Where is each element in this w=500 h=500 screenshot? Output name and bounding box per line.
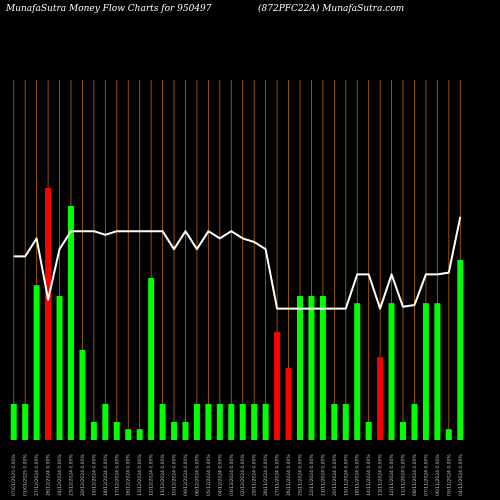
bar — [296, 296, 303, 440]
bar — [388, 303, 395, 440]
x-tick-label: 19/11/2024 0.00% — [343, 454, 349, 496]
bar — [377, 357, 384, 440]
x-tick-label: 13/11/2024 0.00% — [378, 454, 384, 496]
bar — [182, 422, 189, 440]
x-tick-label: 18/12/2024 0.00% — [103, 454, 109, 496]
bar — [228, 404, 235, 440]
bar — [411, 404, 418, 440]
x-tick-label: 04/12/2024 0.00% — [217, 454, 223, 496]
bar — [45, 188, 52, 440]
x-tick-label: 17/12/2024 0.00% — [114, 454, 120, 496]
bar — [342, 404, 349, 440]
bar — [434, 303, 441, 440]
x-tick-label: 26/11/2024 0.00% — [286, 454, 292, 496]
bar — [400, 422, 407, 440]
x-tick-label: 24/12/2024 0.00% — [57, 454, 63, 496]
bar — [90, 422, 97, 440]
x-tick-label: 20/11/2024 0.00% — [332, 454, 338, 496]
x-tick-label: 11/12/2024 0.00% — [160, 454, 166, 496]
x-tick-label: 05/11/2024 0.00% — [446, 454, 452, 496]
x-tick-label: 18/11/2024 0.00% — [355, 454, 361, 496]
x-tick-label: 03/12/2024 0.00% — [229, 454, 235, 496]
x-tick-label: 23/12/2024 0.00% — [68, 454, 74, 496]
x-tick-label: 07/11/2024 0.00% — [423, 454, 429, 496]
bar — [216, 404, 223, 440]
x-tick-label: 27/12/2024 0.00% — [34, 454, 40, 496]
x-tick-label: 27/11/2024 0.00% — [275, 454, 281, 496]
bar — [445, 429, 452, 440]
bar — [56, 296, 63, 440]
chart-subtitle: (872PFC22A) MunafaSutra.com — [258, 4, 405, 14]
x-tick-label: 06/11/2024 0.00% — [435, 454, 441, 496]
bar — [365, 422, 372, 440]
x-tick-label: 07/01/2025 0.00% — [11, 454, 17, 496]
bar — [67, 206, 74, 440]
x-tick-label: 12/12/2024 0.00% — [149, 454, 155, 496]
bar — [262, 404, 269, 440]
bar — [79, 350, 86, 440]
money-flow-line-layer — [13, 216, 462, 310]
bar — [22, 404, 29, 440]
bar — [251, 404, 258, 440]
bar — [308, 296, 315, 440]
bar — [239, 404, 246, 440]
bar — [102, 404, 109, 440]
x-tick-label: 12/11/2024 0.00% — [389, 454, 395, 496]
x-tick-label: 04/11/2024 0.00% — [458, 454, 464, 496]
money-flow-line — [13, 216, 462, 310]
x-tick-label: 02/12/2024 0.00% — [240, 454, 246, 496]
bar — [193, 404, 200, 440]
bar — [136, 429, 143, 440]
bar — [285, 368, 292, 440]
bar — [113, 422, 120, 440]
bar — [125, 429, 132, 440]
x-tick-label: 28/11/2024 0.00% — [263, 454, 269, 496]
x-tick-label: 29/11/2024 0.00% — [252, 454, 258, 496]
x-tick-label: 26/12/2024 0.00% — [46, 454, 52, 496]
x-tick-label: 08/11/2024 0.00% — [412, 454, 418, 496]
x-tick-label: 01/01/2025 0.00% — [23, 454, 29, 496]
x-tick-label: 09/12/2024 0.00% — [183, 454, 189, 496]
chart-title: MunafaSutra Money Flow Charts for 950497 — [6, 4, 212, 14]
bar — [205, 404, 212, 440]
bar-series — [10, 188, 464, 440]
x-tick-label: 21/11/2024 0.00% — [320, 454, 326, 496]
bar — [159, 404, 166, 440]
x-tick-label: 16/12/2024 0.00% — [126, 454, 132, 496]
x-tick-label: 06/12/2024 0.00% — [194, 454, 200, 496]
bar — [319, 296, 326, 440]
x-tick-label: 11/11/2024 0.00% — [401, 454, 407, 496]
x-tick-label: 13/12/2024 0.00% — [137, 454, 143, 496]
x-tick-label: 19/12/2024 0.00% — [91, 454, 97, 496]
bar — [354, 303, 361, 440]
x-tick-label: 22/11/2024 0.00% — [309, 454, 315, 496]
x-tick-label: 14/11/2024 0.00% — [366, 454, 372, 496]
bar — [422, 303, 429, 440]
x-tick-labels: 07/01/2025 0.00% 01/01/2025 0.00% 27/12/20… — [11, 454, 464, 496]
bar — [10, 404, 17, 440]
x-tick-label: 25/11/2024 0.00% — [297, 454, 303, 496]
x-tick-label: 10/12/2024 0.00% — [172, 454, 178, 496]
x-tick-label: 05/12/2024 0.00% — [206, 454, 212, 496]
bar — [331, 404, 338, 440]
bar — [457, 260, 464, 440]
bar — [33, 285, 40, 440]
bar — [148, 278, 155, 440]
bar — [171, 422, 178, 440]
x-tick-label: 20/12/2024 0.00% — [80, 454, 86, 496]
bar — [274, 332, 281, 440]
